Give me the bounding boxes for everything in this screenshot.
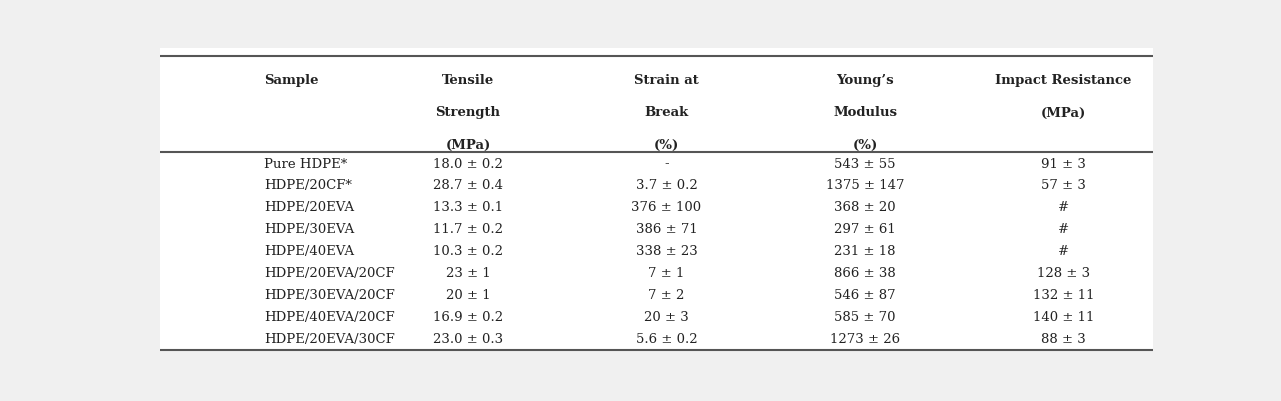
Text: #: #: [1058, 245, 1070, 258]
Text: 297 ± 61: 297 ± 61: [834, 223, 895, 236]
Text: 585 ± 70: 585 ± 70: [834, 311, 895, 324]
Text: #: #: [1058, 201, 1070, 214]
Text: 20 ± 3: 20 ± 3: [644, 311, 689, 324]
FancyBboxPatch shape: [160, 48, 1153, 152]
Text: 91 ± 3: 91 ± 3: [1041, 158, 1086, 170]
Text: 132 ± 11: 132 ± 11: [1032, 289, 1094, 302]
Text: Tensile: Tensile: [442, 74, 494, 87]
Text: 386 ± 71: 386 ± 71: [635, 223, 697, 236]
Text: (%): (%): [852, 139, 877, 152]
Text: Break: Break: [644, 106, 689, 119]
FancyBboxPatch shape: [160, 153, 1153, 350]
Text: 140 ± 11: 140 ± 11: [1032, 311, 1094, 324]
Text: 231 ± 18: 231 ± 18: [834, 245, 895, 258]
Text: 7 ± 1: 7 ± 1: [648, 267, 684, 280]
Text: HDPE/30EVA: HDPE/30EVA: [264, 223, 355, 236]
Text: 20 ± 1: 20 ± 1: [446, 289, 491, 302]
Text: -: -: [664, 158, 669, 170]
Text: 546 ± 87: 546 ± 87: [834, 289, 895, 302]
Text: 368 ± 20: 368 ± 20: [834, 201, 895, 214]
Text: 57 ± 3: 57 ± 3: [1041, 179, 1086, 192]
Text: 1375 ± 147: 1375 ± 147: [826, 179, 904, 192]
Text: 376 ± 100: 376 ± 100: [632, 201, 702, 214]
Text: 18.0 ± 0.2: 18.0 ± 0.2: [433, 158, 503, 170]
Text: 7 ± 2: 7 ± 2: [648, 289, 684, 302]
Text: 16.9 ± 0.2: 16.9 ± 0.2: [433, 311, 503, 324]
Text: Pure HDPE*: Pure HDPE*: [264, 158, 347, 170]
Text: 5.6 ± 0.2: 5.6 ± 0.2: [635, 333, 697, 346]
Text: 23 ± 1: 23 ± 1: [446, 267, 491, 280]
Text: (MPa): (MPa): [1041, 106, 1086, 119]
Text: Impact Resistance: Impact Resistance: [995, 74, 1131, 87]
Text: 88 ± 3: 88 ± 3: [1041, 333, 1086, 346]
Text: Sample: Sample: [264, 74, 319, 87]
Text: 3.7 ± 0.2: 3.7 ± 0.2: [635, 179, 697, 192]
Text: 543 ± 55: 543 ± 55: [834, 158, 895, 170]
Text: 28.7 ± 0.4: 28.7 ± 0.4: [433, 179, 503, 192]
Text: 866 ± 38: 866 ± 38: [834, 267, 895, 280]
Text: 10.3 ± 0.2: 10.3 ± 0.2: [433, 245, 503, 258]
Text: Strength: Strength: [436, 106, 501, 119]
Text: 128 ± 3: 128 ± 3: [1038, 267, 1090, 280]
Text: 13.3 ± 0.1: 13.3 ± 0.1: [433, 201, 503, 214]
Text: 11.7 ± 0.2: 11.7 ± 0.2: [433, 223, 503, 236]
Text: Strain at: Strain at: [634, 74, 699, 87]
Text: 1273 ± 26: 1273 ± 26: [830, 333, 901, 346]
Text: Modulus: Modulus: [833, 106, 897, 119]
Text: HDPE/40EVA: HDPE/40EVA: [264, 245, 355, 258]
Text: HDPE/40EVA/20CF: HDPE/40EVA/20CF: [264, 311, 395, 324]
Text: (%): (%): [653, 139, 679, 152]
Text: #: #: [1058, 223, 1070, 236]
Text: 23.0 ± 0.3: 23.0 ± 0.3: [433, 333, 503, 346]
Text: (MPa): (MPa): [446, 139, 491, 152]
Text: HDPE/20EVA/30CF: HDPE/20EVA/30CF: [264, 333, 395, 346]
Text: HDPE/30EVA/20CF: HDPE/30EVA/20CF: [264, 289, 395, 302]
Text: HDPE/20EVA: HDPE/20EVA: [264, 201, 355, 214]
Text: HDPE/20EVA/20CF: HDPE/20EVA/20CF: [264, 267, 395, 280]
Text: HDPE/20CF*: HDPE/20CF*: [264, 179, 352, 192]
Text: Young’s: Young’s: [836, 74, 894, 87]
Text: 338 ± 23: 338 ± 23: [635, 245, 697, 258]
